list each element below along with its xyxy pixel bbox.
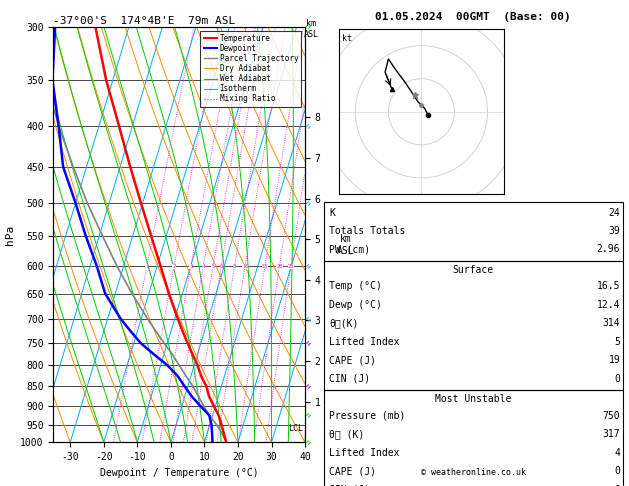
Text: 8: 8 [233, 264, 236, 269]
Text: Lifted Index: Lifted Index [329, 337, 399, 347]
Text: 39: 39 [608, 226, 620, 236]
Text: 314: 314 [603, 318, 620, 329]
Text: Dewp (°C): Dewp (°C) [329, 300, 382, 310]
Text: 0: 0 [615, 467, 620, 476]
Text: -37°00'S  174°4B'E  79m ASL: -37°00'S 174°4B'E 79m ASL [53, 16, 236, 26]
Text: ≡: ≡ [306, 339, 313, 347]
Text: © weatheronline.co.uk: © weatheronline.co.uk [421, 468, 526, 477]
Text: ≡: ≡ [306, 199, 313, 207]
Text: 16.5: 16.5 [597, 281, 620, 292]
Y-axis label: hPa: hPa [4, 225, 14, 244]
Text: 4: 4 [615, 448, 620, 458]
Text: 750: 750 [603, 411, 620, 421]
Text: 01.05.2024  00GMT  (Base: 00): 01.05.2024 00GMT (Base: 00) [376, 12, 571, 22]
Text: Lifted Index: Lifted Index [329, 448, 399, 458]
Text: 1: 1 [145, 264, 148, 269]
Text: ≡: ≡ [306, 382, 313, 390]
Text: 20: 20 [276, 264, 282, 269]
Text: 4: 4 [201, 264, 205, 269]
Text: K: K [329, 208, 335, 218]
Y-axis label: km
ASL: km ASL [337, 235, 355, 256]
X-axis label: Dewpoint / Temperature (°C): Dewpoint / Temperature (°C) [100, 468, 259, 478]
Text: ≡: ≡ [306, 315, 313, 323]
Text: 19: 19 [608, 355, 620, 365]
Text: θᴇ(K): θᴇ(K) [329, 318, 359, 329]
Text: 317: 317 [603, 430, 620, 439]
Text: ≡: ≡ [306, 439, 313, 446]
Text: Temp (°C): Temp (°C) [329, 281, 382, 292]
Text: 5: 5 [211, 264, 214, 269]
Text: CIN (J): CIN (J) [329, 374, 370, 384]
Text: 25: 25 [287, 264, 294, 269]
Text: 6: 6 [220, 264, 223, 269]
Text: 12.4: 12.4 [597, 300, 620, 310]
Text: 2: 2 [172, 264, 175, 269]
Text: θᴇ (K): θᴇ (K) [329, 430, 364, 439]
Text: ≡: ≡ [306, 122, 313, 130]
Text: 0: 0 [615, 485, 620, 486]
Text: ≡: ≡ [306, 412, 313, 419]
Text: kt: kt [342, 34, 352, 43]
Text: CAPE (J): CAPE (J) [329, 467, 376, 476]
Text: 2.96: 2.96 [597, 244, 620, 255]
Legend: Temperature, Dewpoint, Parcel Trajectory, Dry Adiabat, Wet Adiabat, Isotherm, Mi: Temperature, Dewpoint, Parcel Trajectory… [201, 31, 301, 106]
Text: 15: 15 [262, 264, 268, 269]
Text: Totals Totals: Totals Totals [329, 226, 405, 236]
Text: Surface: Surface [453, 265, 494, 275]
Text: CAPE (J): CAPE (J) [329, 355, 376, 365]
Text: Most Unstable: Most Unstable [435, 394, 511, 404]
Text: 0: 0 [615, 374, 620, 384]
Text: ≡: ≡ [306, 23, 313, 30]
Text: CIN (J): CIN (J) [329, 485, 370, 486]
Text: 24: 24 [608, 208, 620, 218]
Text: PW (cm): PW (cm) [329, 244, 370, 255]
Text: LCL: LCL [288, 424, 303, 434]
Text: Pressure (mb): Pressure (mb) [329, 411, 405, 421]
Text: ≡: ≡ [306, 262, 313, 270]
Text: 5: 5 [615, 337, 620, 347]
Text: 3: 3 [189, 264, 192, 269]
Text: 10: 10 [242, 264, 248, 269]
Text: km
ASL: km ASL [304, 19, 319, 39]
